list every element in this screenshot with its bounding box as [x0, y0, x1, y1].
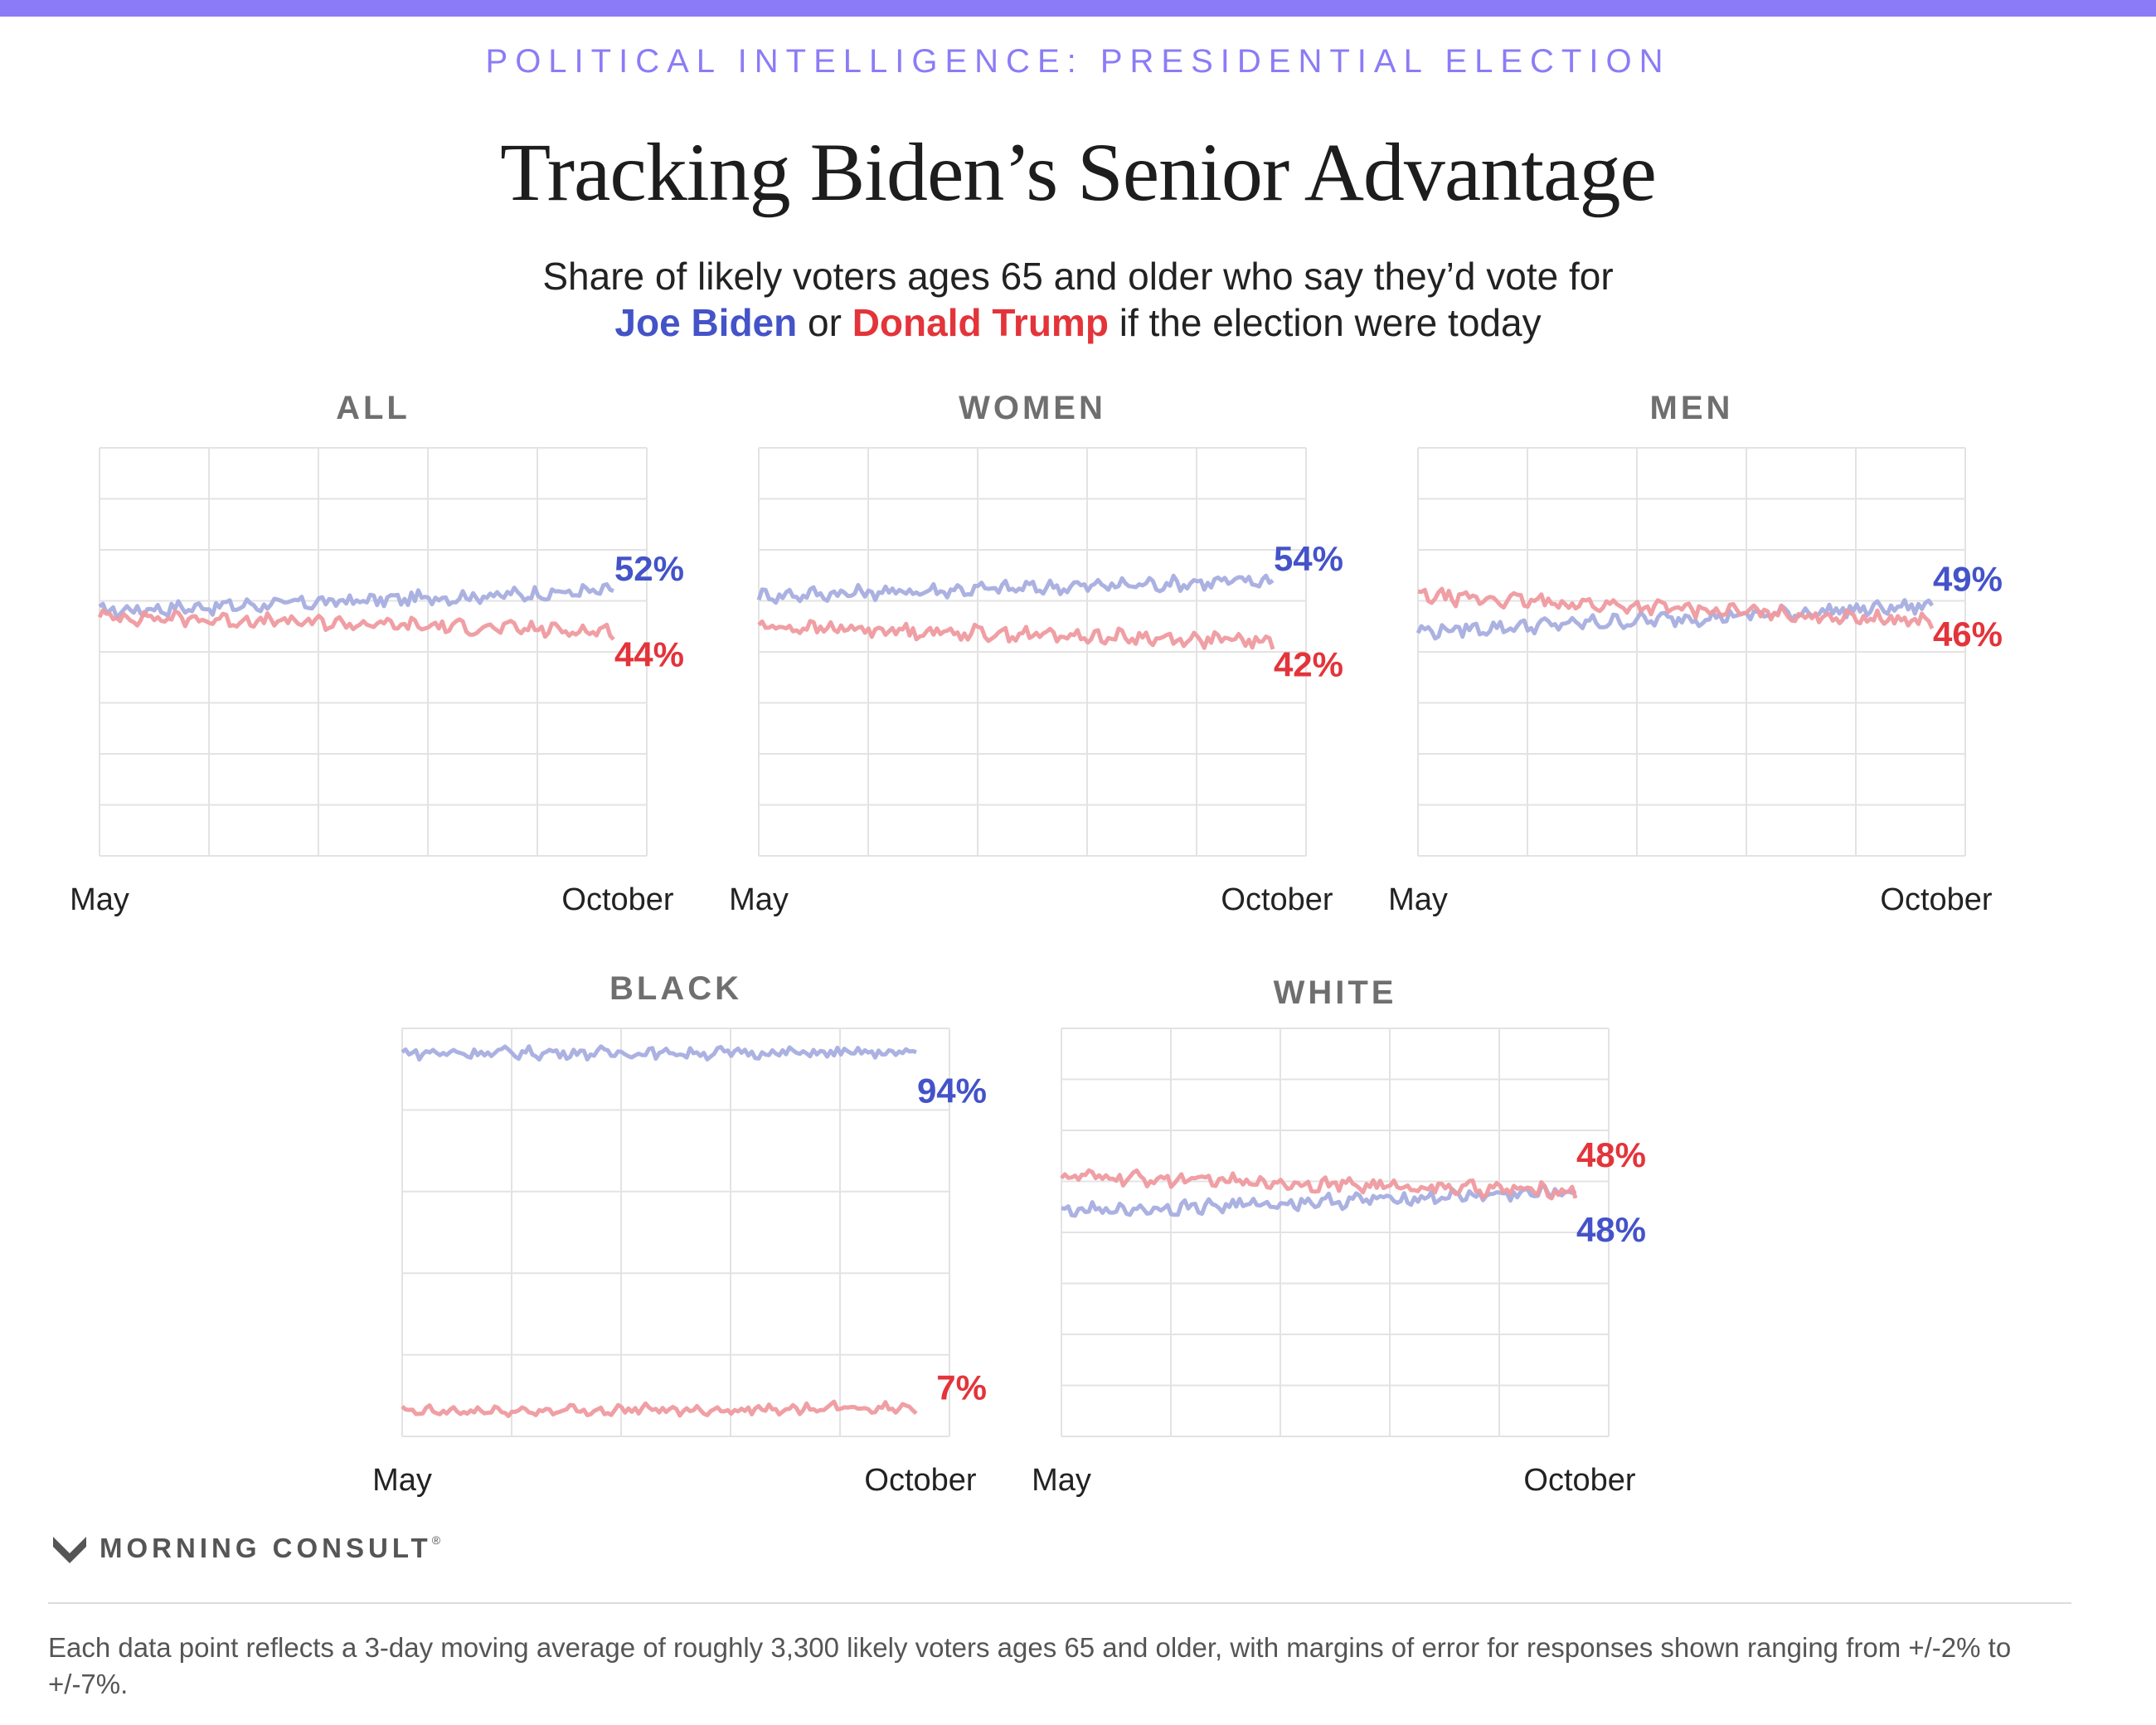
x-tick-label: May	[1388, 882, 1448, 917]
legend-biden: Joe Biden	[614, 301, 798, 344]
trump-end-label: 48%	[1576, 1135, 1646, 1174]
chart-panel-white: WHITE May October 48% 48%	[1032, 974, 1646, 1498]
x-tick-label: October	[1523, 1463, 1636, 1498]
trump-end-label: 7%	[936, 1368, 987, 1407]
footnote: Each data point reflects a 3-day moving …	[48, 1632, 2012, 1699]
biden-end-label: 94%	[917, 1071, 987, 1110]
brand-logo: MORNING CONSULT ®	[51, 1530, 440, 1567]
x-tick-label: May	[372, 1463, 432, 1498]
trump-series-line	[97, 608, 615, 641]
chart-title: WHITE	[1274, 974, 1397, 1011]
morning-consult-logo-icon	[53, 1537, 86, 1563]
subtitle-tail: if the election were today	[1119, 301, 1542, 344]
biden-series-line	[756, 573, 1275, 605]
chart-panel-black: BLACK May October 94% 7%	[372, 970, 987, 1498]
trump-series-line	[1417, 586, 1935, 629]
biden-series-line	[401, 1044, 917, 1062]
accent-bar	[0, 0, 2156, 17]
trump-end-label: 42%	[1274, 645, 1343, 684]
chart-title: BLACK	[609, 970, 742, 1007]
subtitle-line-2: Joe Biden or Donald Trump if the electio…	[0, 299, 2156, 346]
chart-title: MEN	[1650, 390, 1734, 426]
biden-end-label: 48%	[1576, 1210, 1646, 1249]
trump-end-label: 44%	[614, 634, 684, 673]
legend-trump: Donald Trump	[852, 301, 1109, 344]
chart-title: ALL	[336, 390, 410, 426]
biden-series-line	[1061, 1184, 1577, 1218]
x-tick-label: October	[561, 882, 674, 917]
chart-panel-all: ALL May October 52% 44%	[70, 390, 684, 917]
x-tick-label: May	[729, 882, 789, 917]
chart-title: WOMEN	[959, 390, 1106, 426]
page-title: Tracking Biden’s Senior Advantage	[500, 126, 1657, 218]
biden-end-label: 52%	[614, 549, 684, 588]
trump-end-label: 46%	[1933, 615, 2003, 654]
kicker: POLITICAL INTELLIGENCE: PRESIDENTIAL ELE…	[485, 43, 1671, 80]
x-tick-label: May	[1032, 1463, 1091, 1498]
brand-name: MORNING CONSULT	[100, 1533, 432, 1563]
trump-series-line	[1060, 1168, 1578, 1201]
subtitle-or: or	[808, 301, 842, 344]
biden-series-line	[1415, 598, 1935, 641]
trump-series-line	[401, 1399, 918, 1418]
chart-panel-women: WOMEN May October 54% 42%	[729, 390, 1343, 917]
biden-end-label: 54%	[1274, 539, 1343, 578]
x-tick-label: October	[1221, 882, 1333, 917]
biden-end-label: 49%	[1933, 560, 2003, 599]
biden-series-line	[98, 582, 614, 620]
x-tick-label: October	[864, 1463, 977, 1498]
x-tick-label: October	[1880, 882, 1993, 917]
brand-registered-mark: ®	[431, 1533, 441, 1547]
subtitle: Share of likely voters ages 65 and older…	[0, 253, 2156, 346]
subtitle-line-1: Share of likely voters ages 65 and older…	[542, 255, 1614, 298]
trump-series-line	[757, 619, 1275, 650]
x-tick-label: May	[70, 882, 129, 917]
footer-divider	[48, 1602, 2071, 1604]
chart-panel-men: MEN May October 49% 46%	[1388, 390, 2003, 917]
